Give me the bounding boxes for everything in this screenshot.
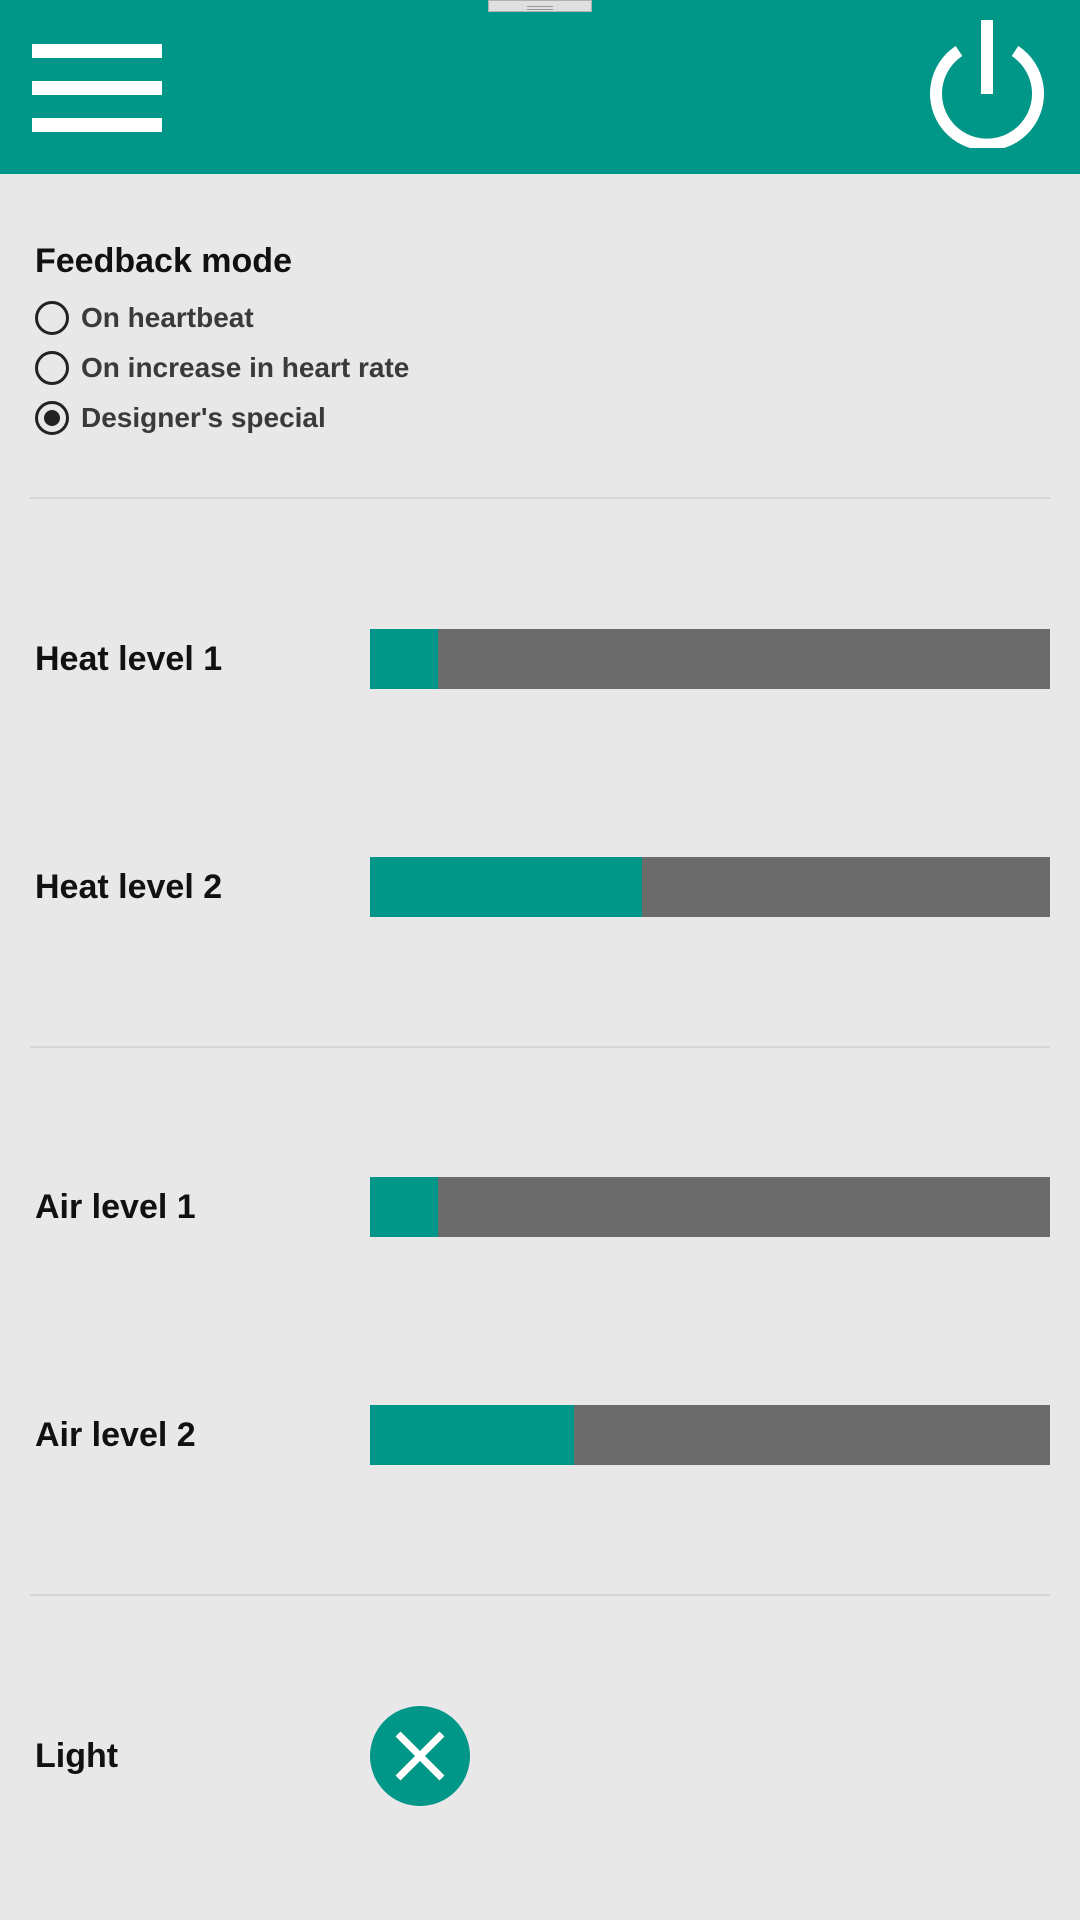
air-level-1-slider[interactable] <box>370 1177 1050 1237</box>
hamburger-menu-icon-bar <box>32 118 162 132</box>
air-level-2-slider[interactable] <box>370 1405 1050 1465</box>
heat-level-2-label: Heat level 2 <box>35 868 223 906</box>
radio-label: On increase in heart rate <box>81 352 410 383</box>
hamburger-menu-icon <box>32 44 162 58</box>
hamburger-menu-icon-bar <box>32 81 162 95</box>
heat-level-1-label: Heat level 1 <box>35 640 223 678</box>
radio-unchecked-icon <box>35 351 69 385</box>
divider <box>30 1046 1050 1048</box>
radio-label: Designer's special <box>81 402 326 433</box>
heat-level-1-slider[interactable] <box>370 629 1050 689</box>
feedback-mode-title: Feedback mode <box>35 242 292 280</box>
radio-on-heartbeat[interactable]: On heartbeat <box>35 298 254 338</box>
slider-fill <box>370 857 642 917</box>
app-header <box>0 0 1080 174</box>
drag-handle[interactable] <box>488 0 592 12</box>
slider-fill <box>370 629 438 689</box>
radio-on-increase-in-heart-rate[interactable]: On increase in heart rate <box>35 348 409 388</box>
radio-checked-icon <box>35 401 69 435</box>
radio-unchecked-icon <box>35 301 69 335</box>
radio-designers-special[interactable]: Designer's special <box>35 398 326 438</box>
menu-button[interactable] <box>32 44 162 132</box>
divider <box>30 1594 1050 1596</box>
heat-level-2-slider[interactable] <box>370 857 1050 917</box>
slider-fill <box>370 1405 574 1465</box>
light-toggle-button[interactable] <box>370 1706 470 1806</box>
radio-label: On heartbeat <box>81 302 254 333</box>
air-level-2-label: Air level 2 <box>35 1416 196 1454</box>
close-icon <box>395 1731 445 1781</box>
divider <box>30 497 1050 499</box>
power-button[interactable] <box>926 20 1048 148</box>
air-level-1-label: Air level 1 <box>35 1188 196 1226</box>
power-icon <box>930 20 1044 148</box>
slider-fill <box>370 1177 438 1237</box>
light-label: Light <box>35 1737 119 1775</box>
